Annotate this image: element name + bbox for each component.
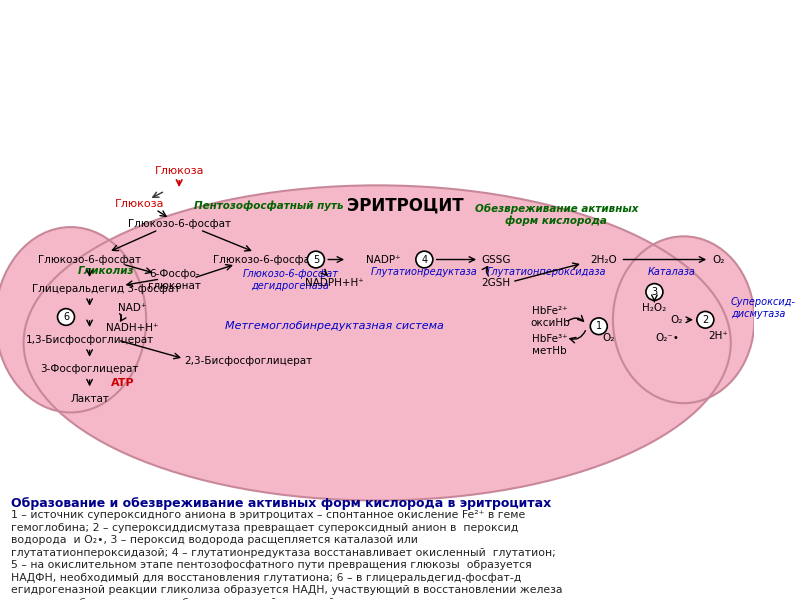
Circle shape — [590, 318, 607, 335]
Text: 2H⁺: 2H⁺ — [709, 331, 729, 341]
Text: 5 – на окислительном этапе пентозофосфатного пути превращения глюкозы  образуетс: 5 – на окислительном этапе пентозофосфат… — [11, 560, 532, 571]
Text: Глутатионпероксидаза: Глутатионпероксидаза — [487, 266, 606, 277]
Text: 1: 1 — [596, 321, 602, 331]
Text: НАДФН, необходимый для восстановления глутатиона; 6 – в глицеральдегид-фосфат-д: НАДФН, необходимый для восстановления гл… — [11, 573, 522, 583]
Text: Глутатионредуктаза: Глутатионредуктаза — [371, 266, 478, 277]
Text: O₂: O₂ — [712, 254, 725, 265]
Text: Глюкозо-6-фосфат: Глюкозо-6-фосфат — [213, 254, 315, 265]
Text: ЭРИТРОЦИТ: ЭРИТРОЦИТ — [347, 197, 464, 215]
Text: 2GSH: 2GSH — [481, 278, 510, 287]
Text: егидрогеназной реакции гликолиза образуется НАДН, участвующий в восстановлении ж: егидрогеназной реакции гликолиза образуе… — [11, 586, 563, 595]
Text: GSSG: GSSG — [481, 254, 510, 265]
Text: NADPH+H⁺: NADPH+H⁺ — [306, 278, 364, 287]
Text: HbFe³⁺
метHb: HbFe³⁺ метHb — [532, 334, 567, 356]
Text: O₂: O₂ — [602, 334, 614, 343]
Text: 6-Фосфо-
глюконат: 6-Фосфо- глюконат — [148, 269, 201, 291]
Text: водорода  и O₂•, 3 – пероксид водорода расщепляется каталазой или: водорода и O₂•, 3 – пероксид водорода ра… — [11, 535, 418, 545]
Text: 2,3-Бисфосфоглицерат: 2,3-Бисфосфоглицерат — [184, 356, 312, 367]
Text: 1,3-Бисфосфоглицерат: 1,3-Бисфосфоглицерат — [26, 335, 154, 345]
Text: 3: 3 — [651, 287, 658, 297]
Text: глутататионпероксидазой; 4 – глутатионредуктаза восстанавливает окисленный  глут: глутататионпероксидазой; 4 – глутатионре… — [11, 548, 556, 558]
Ellipse shape — [613, 236, 754, 403]
Text: 2: 2 — [702, 315, 709, 325]
Text: Пентозофосфатный путь: Пентозофосфатный путь — [194, 200, 343, 211]
Text: O₂: O₂ — [671, 315, 683, 325]
Text: NADH+H⁺: NADH+H⁺ — [106, 323, 158, 333]
Text: метгемоглобина  метгемоглобинредуктазной системой.: метгемоглобина метгемоглобинредуктазной … — [11, 598, 339, 600]
Text: Каталаза: Каталаза — [647, 266, 695, 277]
Text: Метгемоглобинредуктазная система: Метгемоглобинредуктазная система — [226, 321, 444, 331]
Text: гемоглобина; 2 – супероксиддисмутаза превращает супероксидный анион в  пероксид: гемоглобина; 2 – супероксиддисмутаза пре… — [11, 523, 518, 533]
Text: Супероксид-
дисмутаза: Супероксид- дисмутаза — [731, 297, 796, 319]
Text: HbFe²⁺
оксиHb: HbFe²⁺ оксиHb — [530, 306, 570, 328]
Text: 4: 4 — [422, 254, 427, 265]
Text: Глюкозо-6-фосфат: Глюкозо-6-фосфат — [128, 219, 230, 229]
Circle shape — [58, 308, 74, 325]
Text: Глюкозо-6-фосфат
дегидрогеназа: Глюкозо-6-фосфат дегидрогеназа — [242, 269, 338, 291]
Circle shape — [646, 284, 663, 301]
Circle shape — [416, 251, 433, 268]
Ellipse shape — [23, 185, 731, 500]
Circle shape — [307, 251, 324, 268]
Text: ATP: ATP — [111, 378, 135, 388]
Text: H₂O₂: H₂O₂ — [642, 303, 666, 313]
Text: 5: 5 — [313, 254, 319, 265]
Text: NADP⁺: NADP⁺ — [366, 254, 401, 265]
Text: Обезвреживание активных
форм кислорода: Обезвреживание активных форм кислорода — [474, 203, 638, 226]
Text: Образование и обезвреживание активных форм кислорода в эритроцитах: Образование и обезвреживание активных фо… — [11, 497, 551, 510]
Text: Гликолиз: Гликолиз — [78, 266, 134, 275]
Text: 3-Фосфоглицерат: 3-Фосфоглицерат — [40, 364, 138, 374]
Text: 6: 6 — [63, 312, 69, 322]
Text: Лактат: Лактат — [70, 394, 109, 404]
Text: Глюкоза: Глюкоза — [154, 166, 204, 176]
Text: O₂⁻•: O₂⁻• — [656, 334, 679, 343]
Text: Глюкоза: Глюкоза — [115, 199, 164, 209]
Circle shape — [697, 311, 714, 328]
Text: 2H₂O: 2H₂O — [590, 254, 617, 265]
Text: 1 – источник супероксидного аниона в эритроцитах – спонтанное окисление Fe²⁺ в г: 1 – источник супероксидного аниона в эри… — [11, 511, 526, 520]
Ellipse shape — [0, 227, 146, 412]
Text: Глюкозо-6-фосфат: Глюкозо-6-фосфат — [38, 254, 141, 265]
Text: NAD⁺: NAD⁺ — [118, 303, 146, 313]
Text: Глицеральдегид 3-фосфат: Глицеральдегид 3-фосфат — [33, 284, 181, 294]
